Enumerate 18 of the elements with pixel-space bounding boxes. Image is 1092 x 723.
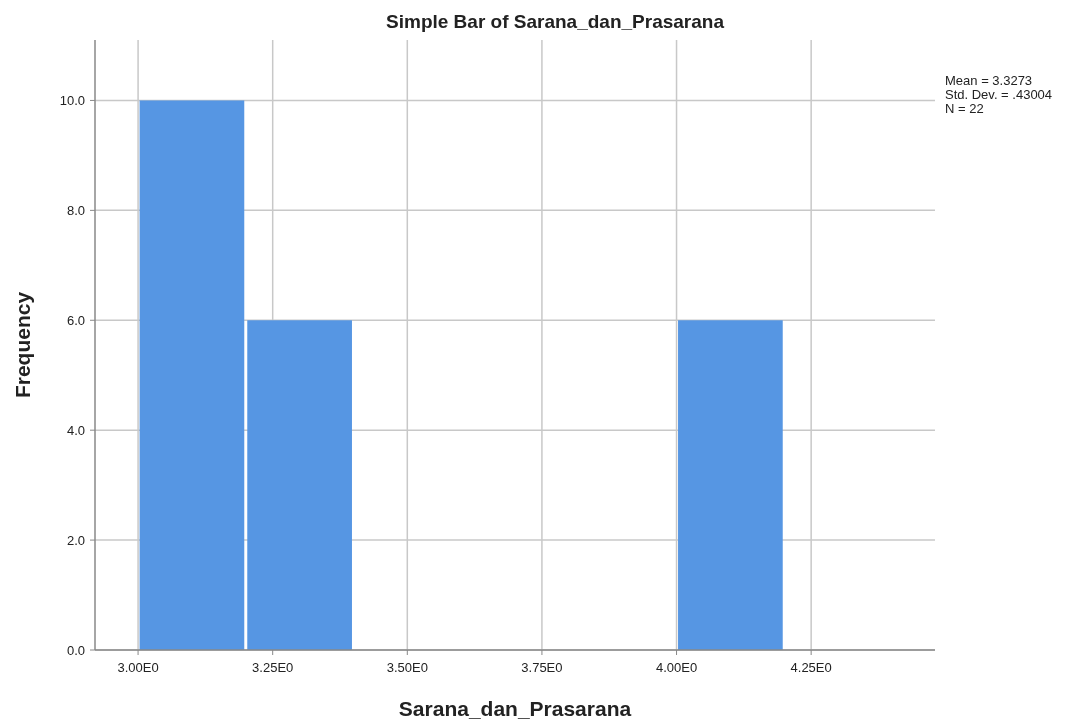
y-tick-label: 4.0: [66, 423, 85, 439]
x-tick-label: 3.75E0: [521, 660, 563, 675]
y-tick-label: 0.0: [66, 643, 85, 658]
y-tick-label: 10.0: [59, 93, 85, 109]
y-tick-label: 6.0: [66, 313, 85, 329]
x-axis-title: Sarana_dan_Prasarana: [398, 697, 632, 720]
text: Mean = 3.3273: [945, 73, 1033, 88]
text: Std. Dev. = .43004: [945, 87, 1053, 102]
y-tick-label: 8.0: [66, 203, 85, 219]
text: N = 22: [945, 101, 984, 116]
x-tick-label: 3.25E0: [252, 660, 294, 675]
chart-title: Simple Bar of Sarana_dan_Prasarana: [386, 11, 725, 32]
y-axis-title: Frequency: [11, 291, 34, 399]
x-tick-label: 4.25E0: [790, 660, 832, 675]
x-tick-label: 3.00E0: [117, 660, 159, 675]
x-tick-label: 4.00E0: [655, 660, 698, 675]
x-tick-label: 3.50E0: [386, 660, 428, 675]
y-tick-label: 2.0: [66, 533, 85, 549]
